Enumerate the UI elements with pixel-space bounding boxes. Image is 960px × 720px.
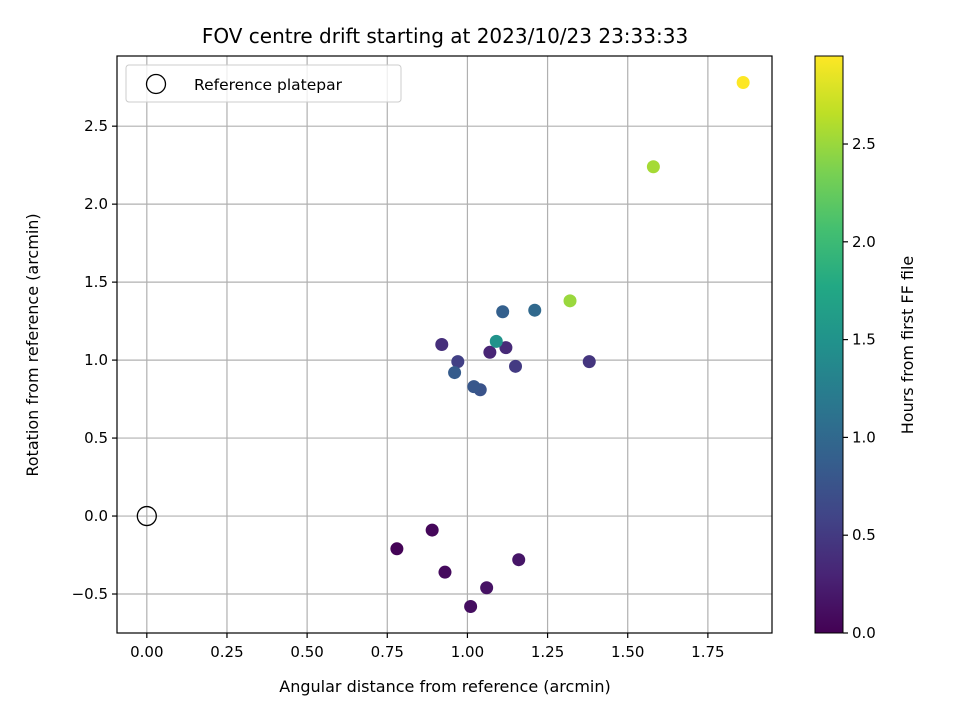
x-tick-label: 0.50 xyxy=(290,643,323,661)
scatter-point xyxy=(480,581,494,595)
colorbar-ticks: 0.0 0.5 1.0 1.5 2.0 2.5 xyxy=(843,135,876,642)
x-tick-label: 1.50 xyxy=(611,643,644,661)
scatter-point xyxy=(512,553,526,567)
scatter-point xyxy=(438,565,452,579)
legend: Reference platepar xyxy=(125,64,402,103)
y-axis-label: Rotation from reference (arcmin) xyxy=(23,213,42,476)
legend-label-reference: Reference platepar xyxy=(194,76,343,94)
scatter-point xyxy=(435,338,449,351)
y-axis-ticks: −0.5 0.0 0.5 1.0 1.5 2.0 2.5 xyxy=(72,117,117,603)
x-tick-label: 1.00 xyxy=(451,643,484,661)
grid-lines xyxy=(117,56,772,633)
colorbar-label: Hours from first FF file xyxy=(898,256,917,435)
colorbar-tick-label: 1.5 xyxy=(852,331,876,349)
colorbar-tick-label: 1.0 xyxy=(852,428,876,446)
scatter-point xyxy=(496,305,510,319)
y-tick-label: 0.0 xyxy=(84,507,108,525)
reference-point xyxy=(136,505,157,527)
scatter-point xyxy=(646,160,660,174)
scatter-point xyxy=(736,76,750,90)
x-tick-label: 0.75 xyxy=(371,643,404,661)
plot-area: 0.00 0.25 0.50 0.75 1.00 1.25 1.50 1.75 −0.5 0.0… xyxy=(72,55,773,661)
x-axis-ticks: 0.00 0.25 0.50 0.75 1.00 1.25 1.50 1.75 xyxy=(130,633,725,661)
x-tick-label: 0.25 xyxy=(210,643,243,661)
colorbar-tick-label: 0.0 xyxy=(852,624,876,642)
colorbar: 0.0 0.5 1.0 1.5 2.0 2.5 Hours from first FF f… xyxy=(814,55,917,642)
scatter-point xyxy=(483,345,497,359)
x-tick-label: 1.75 xyxy=(691,643,724,661)
scatter-point xyxy=(563,294,577,308)
scatter-point xyxy=(509,359,523,373)
colorbar-tick-label: 2.5 xyxy=(852,135,876,153)
scatter-point xyxy=(582,355,596,369)
y-tick-label: 1.0 xyxy=(84,351,108,369)
scatter-point xyxy=(489,334,503,348)
legend-marker-reference xyxy=(145,73,167,95)
x-tick-label: 0.00 xyxy=(130,643,163,661)
x-tick-label: 1.25 xyxy=(531,643,564,661)
x-axis-label: Angular distance from reference (arcmin) xyxy=(279,677,610,696)
scatter-point xyxy=(390,542,404,556)
scatter-point xyxy=(425,523,439,537)
scatter-point xyxy=(467,380,481,394)
scatter-point xyxy=(528,303,542,317)
plot-frame xyxy=(116,55,773,634)
y-tick-label: 2.5 xyxy=(84,117,108,135)
scatter-point xyxy=(464,599,478,613)
legend-box xyxy=(125,64,402,103)
y-tick-label: 0.5 xyxy=(84,429,108,447)
y-tick-label: −0.5 xyxy=(72,585,108,603)
y-tick-label: 1.5 xyxy=(84,273,108,291)
scatter-point xyxy=(451,355,465,369)
data-points xyxy=(136,76,750,613)
y-tick-label: 2.0 xyxy=(84,195,108,213)
colorbar-tick-label: 0.5 xyxy=(852,526,876,544)
scatter-point xyxy=(499,341,513,355)
colorbar-tick-label: 2.0 xyxy=(852,233,876,251)
scatter-point xyxy=(448,366,462,380)
chart-title: FOV centre drift starting at 2023/10/23 … xyxy=(202,24,688,48)
colorbar-gradient xyxy=(814,55,844,634)
